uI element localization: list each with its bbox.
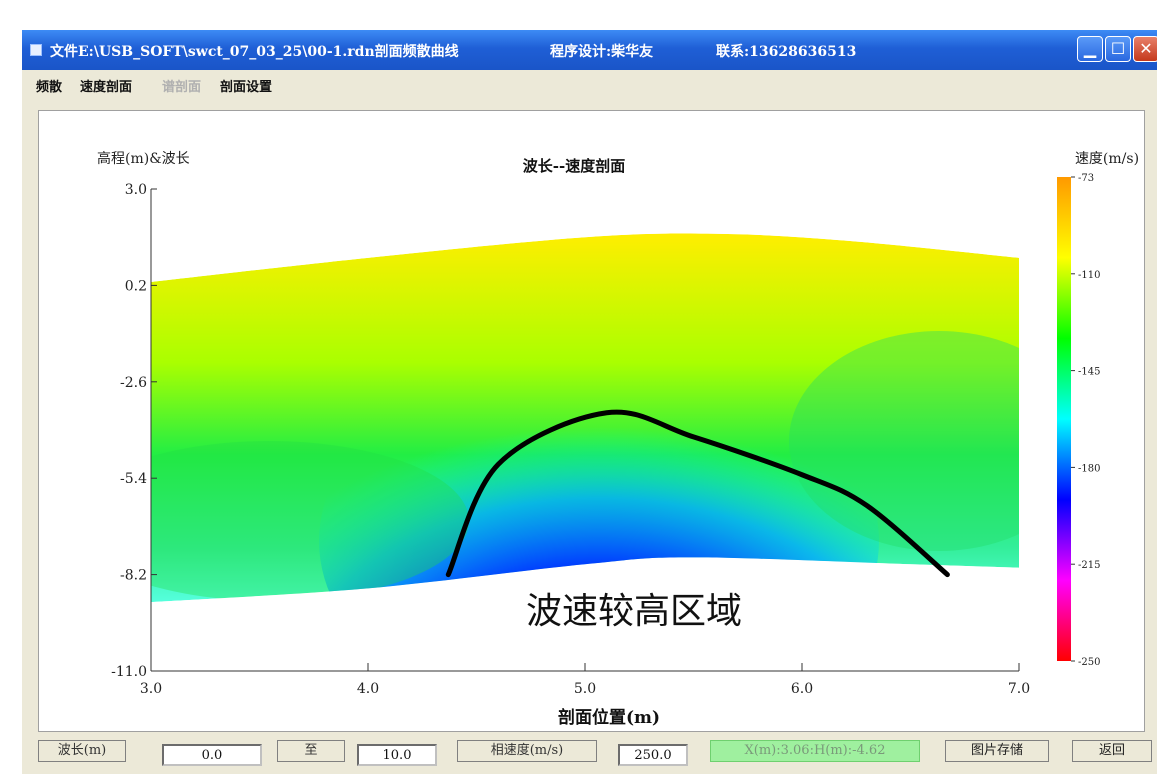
y-tick-label: -5.4 [120, 471, 147, 487]
app-icon [30, 44, 42, 56]
y-tick-label: 0.2 [125, 278, 147, 294]
colorbar-strip [1057, 177, 1071, 661]
window-title: 文件E:\USB_SOFT\swct_07_03_25\00-1.rdn剖面频散… [50, 44, 459, 60]
wavelength-from-input[interactable]: 0.0 [162, 744, 262, 766]
title-bar[interactable]: 文件E:\USB_SOFT\swct_07_03_25\00-1.rdn剖面频散… [22, 30, 1157, 70]
status-bar: 波长(m) 0.0 至 10.0 相速度(m/s) 250.0 X(m):3.0… [22, 735, 1157, 774]
annotation-curve [445, 409, 950, 578]
high-velocity-zone [319, 351, 879, 603]
menu-profile-settings[interactable]: 剖面设置 [220, 80, 273, 95]
wavelength-label: 波长(m) [38, 740, 126, 762]
y-axis-label: 高程(m)&波长 [97, 150, 190, 167]
axes: 3.0 4.0 5.0 6.0 7.0 3.0 0.2 -2.6 -5.4 -8.2 -11.0 [111, 182, 1030, 697]
colorbar-tick-label: -250 [1078, 657, 1100, 668]
minimize-icon: ▁ [1083, 39, 1097, 58]
close-icon: ✕ [1139, 39, 1153, 58]
app-window: 文件E:\USB_SOFT\swct_07_03_25\00-1.rdn剖面频散… [22, 30, 1157, 774]
x-tick-label: 3.0 [140, 681, 162, 697]
colorbar-tick-label: -180 [1078, 463, 1100, 474]
menu-dispersion[interactable]: 频散 [36, 80, 63, 95]
y-tick-label: 3.0 [125, 182, 147, 198]
x-tick-label: 4.0 [357, 681, 379, 697]
colorbar-tick-label: -215 [1078, 560, 1100, 571]
maximize-button[interactable]: ☐ [1105, 36, 1131, 62]
save-image-button[interactable]: 图片存储 [945, 740, 1049, 762]
colorbar-tick-label: -145 [1078, 367, 1100, 378]
colorbar-label: 速度(m/s) [1075, 151, 1139, 167]
y-tick-label: -11.0 [111, 664, 147, 680]
low-velocity-band-right [789, 331, 1019, 551]
wavelength-to-input[interactable]: 10.0 [357, 744, 437, 766]
x-tick-label: 7.0 [1008, 681, 1030, 697]
x-axis-label: 剖面位置(m) [558, 707, 660, 728]
velocity-profile-chart: 高程(m)&波长 波长--速度剖面 速度(m/s) 3.0 4.0 5.0 6.0 7.… [97, 150, 1139, 728]
menu-spectrum-profile[interactable]: 谱剖面 [162, 80, 202, 95]
phase-velocity-label: 相速度(m/s) [457, 740, 597, 762]
colorbar-tick-label: -110 [1078, 270, 1100, 281]
plot-canvas: 高程(m)&波长 波长--速度剖面 速度(m/s) 3.0 4.0 5.0 6.0 7.… [38, 110, 1145, 732]
menu-velocity-profile[interactable]: 速度剖面 [80, 80, 133, 95]
x-tick-label: 6.0 [791, 681, 813, 697]
low-velocity-band-left [151, 441, 469, 601]
coordinate-readout: X(m):3.06:H(m):-4.62 [710, 740, 920, 762]
phase-velocity-input[interactable]: 250.0 [618, 744, 688, 766]
menu-bar: 频散 速度剖面 谱剖面 剖面设置 [22, 72, 1157, 95]
chart-title: 波长--速度剖面 [523, 157, 625, 175]
profile-body [151, 233, 1019, 603]
close-button[interactable]: ✕ [1133, 36, 1157, 62]
to-label: 至 [277, 740, 345, 762]
x-tick-label: 5.0 [574, 681, 596, 697]
minimize-button[interactable]: ▁ [1077, 36, 1103, 62]
designer-credit: 程序设计:柴华友 [550, 44, 654, 60]
y-tick-label: -8.2 [120, 568, 147, 584]
maximize-icon: ☐ [1110, 39, 1126, 58]
colorbar: -73 -110 -145 -180 -215 -250 [1057, 173, 1100, 668]
contact-info: 联系:13628636513 [716, 44, 857, 60]
annotation-text: 波速较高区域 [526, 591, 742, 632]
y-tick-label: -2.6 [120, 375, 147, 391]
return-button[interactable]: 返回 [1072, 740, 1152, 762]
colorbar-tick-label: -73 [1078, 173, 1094, 184]
